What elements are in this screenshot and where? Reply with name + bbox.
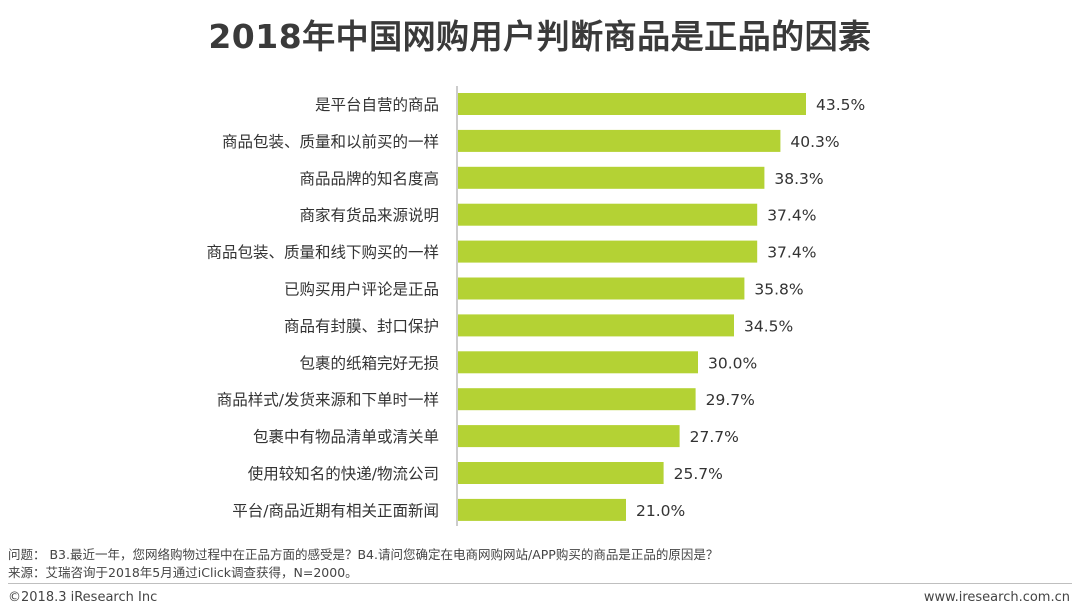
category-label: 使用较知名的快递/物流公司 xyxy=(248,465,439,483)
data-label: 40.3% xyxy=(790,133,839,151)
chart-title: 2018年中国网购用户判断商品是正品的因素 xyxy=(208,17,872,56)
bar xyxy=(458,203,758,226)
data-label: 25.7% xyxy=(674,465,723,483)
copyright-text: ©2018.3 iResearch Inc xyxy=(8,590,158,605)
category-label: 商品有封膜、封口保护 xyxy=(284,317,439,335)
website-link[interactable]: www.iresearch.com.cn xyxy=(923,590,1070,605)
bar xyxy=(458,129,781,152)
data-label: 34.5% xyxy=(744,317,793,335)
data-label: 21.0% xyxy=(636,502,685,520)
data-label: 43.5% xyxy=(816,96,865,114)
data-label: 27.7% xyxy=(690,428,739,446)
category-label: 商家有货品来源说明 xyxy=(299,207,439,225)
data-label: 35.8% xyxy=(754,281,803,299)
bar xyxy=(458,462,664,484)
category-label: 包裹中有物品清单或清关单 xyxy=(253,428,439,446)
data-label: 29.7% xyxy=(706,391,755,409)
survey-question-note: 问题： B3.最近一年，您网络购物过程中在正品方面的感受是？B4.请问您确定在电… xyxy=(8,547,719,562)
bar xyxy=(458,388,696,411)
category-label: 商品品牌的知名度高 xyxy=(299,170,439,188)
bar xyxy=(458,498,626,521)
footer-divider xyxy=(8,583,1072,584)
bar xyxy=(458,93,806,115)
bar xyxy=(458,277,745,300)
source-note: 来源：艾瑞咨询于2018年5月通过iClick调查获得，N=2000。 xyxy=(8,565,358,580)
category-label: 是平台自营的商品 xyxy=(315,96,439,114)
category-label: 商品包装、质量和以前买的一样 xyxy=(222,133,439,151)
data-label: 37.4% xyxy=(767,244,816,262)
bar xyxy=(458,351,698,374)
bar xyxy=(458,425,680,448)
category-label: 已购买用户评论是正品 xyxy=(284,281,439,299)
category-label: 商品包装、质量和线下购买的一样 xyxy=(206,244,439,262)
bar xyxy=(458,314,734,337)
category-label: 平台/商品近期有相关正面新闻 xyxy=(232,502,439,520)
category-label: 商品样式/发货来源和下单时一样 xyxy=(217,391,439,409)
horizontal-bar-chart: 是平台自营的商品 43.5% 商品包装、质量和以前买的一样 40.3% 商品品牌的知名度… xyxy=(206,86,865,526)
data-label: 30.0% xyxy=(708,354,757,372)
category-label: 包裹的纸箱完好无损 xyxy=(299,354,439,372)
data-label: 38.3% xyxy=(774,170,823,188)
bar xyxy=(458,240,758,263)
bar xyxy=(458,166,765,189)
data-label: 37.4% xyxy=(767,207,816,225)
